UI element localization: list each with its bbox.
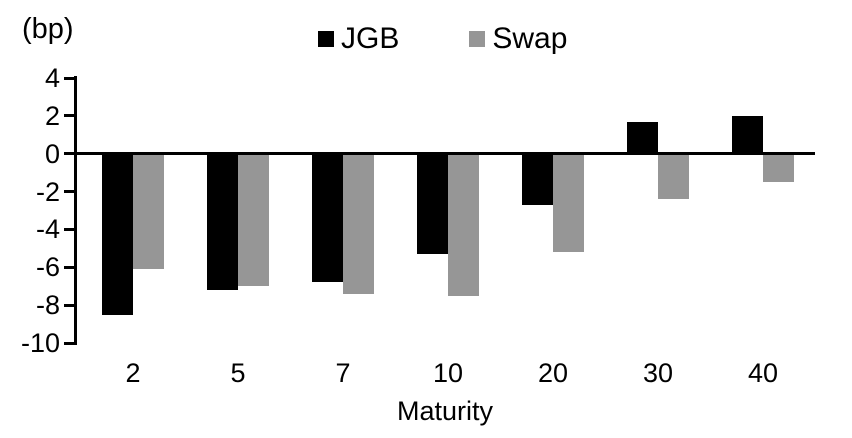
- legend-item-swap: Swap: [469, 22, 567, 56]
- y-axis-tick-label: -4: [35, 214, 60, 245]
- zero-baseline: [74, 152, 815, 156]
- bar-jgb-20: [522, 153, 553, 205]
- bar-swap-40: [763, 153, 794, 183]
- bar-swap-10: [448, 153, 479, 296]
- legend-label-swap: Swap: [492, 22, 568, 55]
- x-axis-category-label: 7: [335, 358, 351, 388]
- x-axis-category-label: 40: [747, 358, 779, 388]
- bar-jgb-40: [732, 115, 763, 154]
- y-axis-tick: [64, 303, 74, 307]
- bar-swap-5: [238, 153, 269, 287]
- bar-swap-7: [343, 153, 374, 294]
- y-axis-tick: [64, 190, 74, 194]
- y-axis-tick: [64, 76, 74, 80]
- bar-swap-2: [133, 153, 164, 270]
- bar-jgb-2: [102, 153, 133, 315]
- jgb-series-swatch-icon: [318, 31, 334, 47]
- y-axis-tick-label: -2: [35, 176, 60, 207]
- legend-label-jgb: JGB: [341, 22, 400, 55]
- x-axis-category-label: 30: [642, 358, 674, 388]
- y-axis-tick-label: -6: [35, 252, 60, 283]
- y-axis-unit-label: (bp): [22, 13, 74, 45]
- swap-series-swatch-icon: [469, 31, 486, 47]
- y-axis-tick: [64, 152, 74, 156]
- bar-jgb-7: [312, 153, 343, 283]
- bar-swap-30: [658, 153, 689, 200]
- y-axis-tick: [64, 114, 74, 118]
- legend: JGB Swap: [318, 22, 567, 56]
- x-axis-category-label: 2: [125, 358, 141, 388]
- y-axis-tick: [64, 341, 74, 345]
- legend-item-jgb: JGB: [318, 22, 399, 56]
- bar-jgb-10: [417, 153, 448, 255]
- y-axis-tick-label: 0: [44, 138, 60, 169]
- y-axis-tick-label: 4: [44, 63, 60, 93]
- x-axis-category-label: 5: [230, 358, 246, 388]
- x-axis-title: Maturity: [396, 396, 494, 426]
- y-axis-tick-label: -10: [20, 328, 60, 358]
- bar-jgb-30: [627, 121, 658, 154]
- y-axis-tick-label: 2: [44, 100, 60, 131]
- x-axis-category-label: 20: [537, 358, 569, 388]
- y-axis-tick: [64, 227, 74, 231]
- y-axis-tick: [64, 265, 74, 269]
- bar-swap-20: [553, 153, 584, 253]
- y-axis-line: [74, 76, 77, 345]
- x-axis-category-label: 10: [432, 358, 464, 388]
- y-axis-tick-label: -8: [35, 290, 60, 321]
- bar-jgb-5: [207, 153, 238, 290]
